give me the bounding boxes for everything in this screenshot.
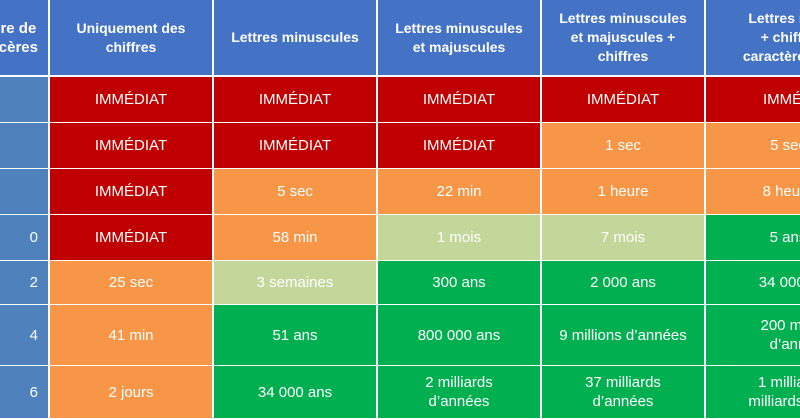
table-cell: 41 min [50,305,212,366]
table-cell: IMMÉDIAT [378,77,540,123]
table-cell: 8 heure [706,169,800,215]
table-cell: 1 milliard milliards d’a [706,366,800,419]
row-label [0,77,48,123]
row-label: 0 [0,215,48,261]
table-cell: 9 millions d’années [542,305,704,366]
table-cell: 2 000 ans [542,261,704,305]
table-cell: 2 milliards d’années [378,366,540,419]
table-cell: 22 min [378,169,540,215]
table-cell: 25 sec [50,261,212,305]
table-cell: IMMÉD [706,77,800,123]
table-cell: 37 milliards d’années [542,366,704,419]
table-cell: IMMÉDIAT [214,123,376,169]
row-label [0,123,48,169]
table-cell: 300 ans [378,261,540,305]
header-column-2: Lettres minuscules [214,0,376,77]
table-cell: 200 milli d’ann [706,305,800,366]
table-cell: 34 000 a [706,261,800,305]
table-cell: 1 heure [542,169,704,215]
table-cell: 7 mois [542,215,704,261]
row-label: 4 [0,305,48,366]
table-cell: 5 ans [706,215,800,261]
table-cell: 58 min [214,215,376,261]
table-cell: IMMÉDIAT [378,123,540,169]
header-column-5: Lettres min. + chiffre caractères sp [706,0,800,77]
table-cell: IMMÉDIAT [542,77,704,123]
table-cell: IMMÉDIAT [50,215,212,261]
table-cell: 5 sec [706,123,800,169]
table-cell: 51 ans [214,305,376,366]
table-cell: 2 jours [50,366,212,419]
header-character-count: re de cères [0,0,48,77]
table-cell: IMMÉDIAT [50,77,212,123]
row-label [0,169,48,215]
table-cell: 1 mois [378,215,540,261]
table-cell: 34 000 ans [214,366,376,419]
header-column-4: Lettres minuscules et majuscules + chiff… [542,0,704,77]
table-cell: 3 semaines [214,261,376,305]
table-cell: IMMÉDIAT [214,77,376,123]
table-cell: IMMÉDIAT [50,169,212,215]
header-column-3: Lettres minuscules et majuscules [378,0,540,77]
row-label: 6 [0,366,48,419]
table-cell: 5 sec [214,169,376,215]
row-label: 2 [0,261,48,305]
table-cell: 800 000 ans [378,305,540,366]
table-cell: IMMÉDIAT [50,123,212,169]
table-cell: 1 sec [542,123,704,169]
header-column-1: Uniquement des chiffres [50,0,212,77]
